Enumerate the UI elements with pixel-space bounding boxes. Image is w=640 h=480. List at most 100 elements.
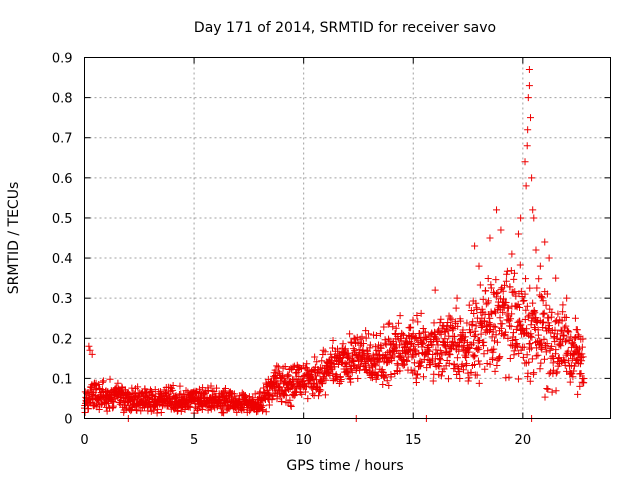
data-point (381, 339, 389, 347)
data-point (106, 375, 114, 383)
data-point (471, 242, 479, 250)
data-point (453, 354, 461, 362)
grid-lines (84, 57, 611, 419)
data-point (84, 405, 92, 413)
data-point (529, 206, 537, 214)
data-point (319, 380, 327, 388)
data-point (437, 356, 445, 364)
data-point (412, 378, 420, 386)
data-point (502, 374, 510, 382)
data-point (330, 363, 338, 371)
data-point (486, 360, 494, 368)
data-point (128, 384, 136, 392)
data-point (484, 297, 492, 305)
data-point (290, 362, 298, 370)
data-point (533, 284, 541, 292)
data-point (153, 409, 161, 417)
data-point (444, 327, 452, 335)
data-point (516, 261, 524, 269)
data-point (484, 347, 492, 355)
data-point (346, 330, 354, 338)
data-point (365, 330, 373, 338)
data-point (371, 368, 379, 376)
data-point (375, 358, 383, 366)
data-point (521, 290, 529, 298)
data-point (406, 347, 414, 355)
data-point (371, 360, 379, 368)
data-point (468, 321, 476, 329)
data-point (489, 348, 497, 356)
data-point (553, 334, 561, 342)
data-point (341, 345, 349, 353)
y-tick-label: 0.2 (52, 332, 73, 347)
data-point (537, 344, 545, 352)
chart-title: Day 171 of 2014, SRMTID for receiver sav… (194, 20, 496, 36)
data-point (226, 388, 234, 396)
data-point (460, 342, 468, 350)
data-point (564, 357, 572, 365)
data-point (499, 287, 507, 295)
data-point (399, 361, 407, 369)
data-point (453, 294, 461, 302)
data-point (561, 361, 569, 369)
data-point (490, 322, 498, 330)
data-point (523, 302, 531, 310)
data-point (518, 325, 526, 333)
data-point (366, 341, 374, 349)
data-point (492, 331, 500, 339)
data-point (403, 357, 411, 365)
data-point (510, 275, 518, 283)
data-point (397, 337, 405, 345)
data-point (99, 377, 107, 385)
data-point (337, 375, 345, 383)
data-point (492, 309, 500, 317)
data-point (379, 381, 387, 389)
data-point (322, 376, 330, 384)
y-tick-label: 0 (64, 413, 72, 428)
data-point (511, 336, 519, 344)
data-point (221, 385, 229, 393)
data-point (471, 327, 479, 335)
data-point (528, 333, 536, 341)
data-point (287, 402, 295, 410)
data-point (514, 375, 522, 383)
data-point (419, 325, 427, 333)
data-point (514, 230, 522, 238)
data-point (539, 297, 547, 305)
data-point (562, 322, 570, 330)
data-point (432, 346, 440, 354)
data-point (114, 379, 122, 387)
data-point (548, 388, 556, 396)
data-point (457, 317, 465, 325)
data-point (446, 351, 454, 359)
data-point (580, 375, 588, 383)
data-point (407, 323, 415, 331)
data-point (459, 366, 467, 374)
data-point (95, 385, 103, 393)
data-point (418, 340, 426, 348)
y-axis-title: SRMTID / TECUs (6, 182, 22, 295)
data-point (531, 309, 539, 317)
x-axis-title: GPS time / hours (286, 458, 403, 474)
data-point (398, 330, 406, 338)
data-point (559, 301, 567, 309)
data-point (544, 385, 552, 393)
data-point (436, 355, 444, 363)
data-point (476, 281, 484, 289)
data-point (387, 373, 395, 381)
data-point (459, 326, 467, 334)
data-point (552, 346, 560, 354)
data-point (352, 365, 360, 373)
data-point (355, 349, 363, 357)
data-point (118, 383, 126, 391)
data-point (347, 338, 355, 346)
data-point (465, 374, 473, 382)
data-point (548, 308, 556, 316)
data-point (543, 384, 551, 392)
data-point (524, 126, 532, 134)
data-point (429, 377, 437, 385)
data-point (253, 408, 261, 416)
data-point (535, 275, 543, 283)
data-point (549, 359, 557, 367)
data-point (511, 288, 519, 296)
